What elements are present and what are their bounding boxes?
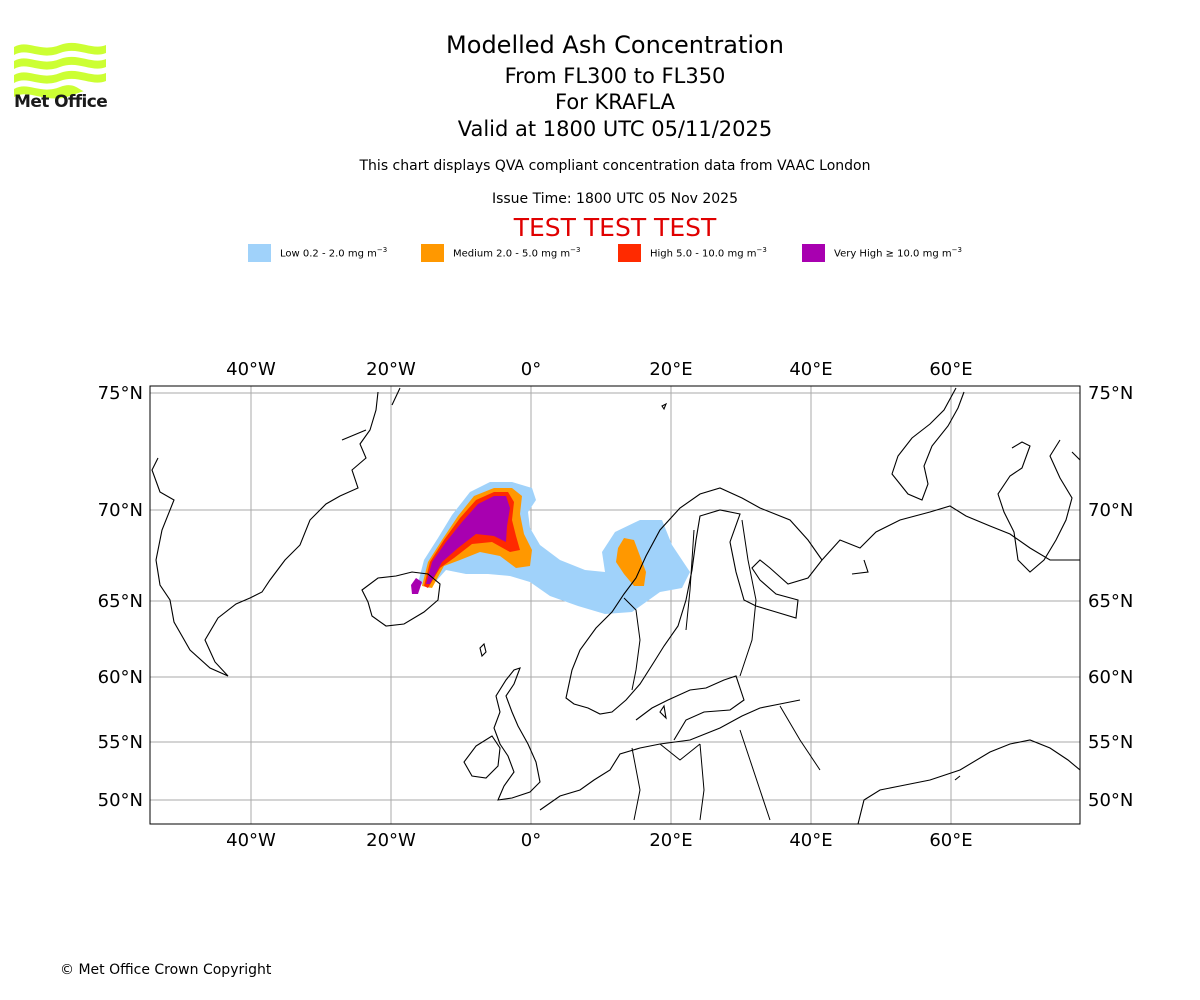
coastline-russia-north xyxy=(821,505,1080,575)
lat-label: 55°N xyxy=(98,732,143,753)
lon-labels-top: 40°W 20°W 0° 20°E 40°E 60°E xyxy=(226,359,972,380)
valid-time: Valid at 1800 UTC 05/11/2025 xyxy=(457,117,773,141)
legend-label-very-high: Very High ≥ 10.0 mg m xyxy=(834,248,952,260)
coastline-faroe xyxy=(479,642,487,658)
coastline-scandinavia xyxy=(565,487,823,715)
lon-label: 20°E xyxy=(649,830,692,851)
test-banner: TEST TEST TEST xyxy=(513,213,717,242)
lat-labels-left: 75°N 70°N 65°N 60°N 55°N 50°N xyxy=(98,383,143,811)
lon-label: 60°E xyxy=(929,830,972,851)
lat-label: 70°N xyxy=(1088,500,1133,521)
lon-label: 40°E xyxy=(789,830,832,851)
legend-label-medium: Medium 2.0 - 5.0 mg m xyxy=(453,248,571,260)
lon-label: 0° xyxy=(521,830,541,851)
coastlines xyxy=(151,387,1080,824)
lat-label: 60°N xyxy=(98,667,143,688)
ash-cloud xyxy=(411,482,690,614)
lon-label: 40°E xyxy=(789,359,832,380)
coastline-baltic xyxy=(635,675,745,741)
coastline-great-britain xyxy=(493,667,541,801)
lon-label: 40°W xyxy=(226,359,276,380)
coastline-svalbard xyxy=(661,402,668,411)
lon-label: 20°W xyxy=(366,830,416,851)
lat-label: 75°N xyxy=(98,383,143,404)
coastline-iceland xyxy=(361,571,441,627)
lon-labels-bottom: 40°W 20°W 0° 20°E 40°E 60°E xyxy=(226,830,972,851)
map-area xyxy=(150,386,1080,824)
chart-description: This chart displays QVA compliant concen… xyxy=(359,158,871,174)
coastline-yamal xyxy=(997,439,1080,573)
legend-swatch-medium xyxy=(421,244,444,262)
volcano-name: For KRAFLA xyxy=(555,90,675,114)
lon-label: 0° xyxy=(521,359,541,380)
lat-label: 65°N xyxy=(98,591,143,612)
lon-label: 60°E xyxy=(929,359,972,380)
lat-label: 50°N xyxy=(1088,790,1133,811)
lat-label: 55°N xyxy=(1088,732,1133,753)
lat-label: 60°N xyxy=(1088,667,1133,688)
border-sweden-finland xyxy=(685,529,695,631)
legend-label-low: Low 0.2 - 2.0 mg m xyxy=(280,248,377,260)
copyright-notice: © Met Office Crown Copyright xyxy=(60,962,272,978)
flight-level-range: From FL300 to FL350 xyxy=(504,64,726,88)
legend-swatch-high xyxy=(618,244,641,262)
chart-title: Modelled Ash Concentration xyxy=(446,31,784,59)
issue-time: Issue Time: 1800 UTC 05 Nov 2025 xyxy=(491,191,739,207)
ash-area-very-high xyxy=(426,496,510,584)
country-borders xyxy=(623,519,821,821)
lon-label: 20°E xyxy=(649,359,692,380)
met-office-logo-icon xyxy=(14,42,106,99)
map-frame xyxy=(149,385,1081,825)
border-finland-russia xyxy=(739,519,757,677)
lat-labels-right: 75°N 70°N 65°N 60°N 55°N 50°N xyxy=(1088,383,1133,811)
border-norway-sweden xyxy=(623,597,641,691)
lat-label: 50°N xyxy=(98,790,143,811)
lat-label: 70°N xyxy=(98,500,143,521)
border-central-europe xyxy=(631,705,821,821)
lon-label: 20°W xyxy=(366,359,416,380)
legend-label-high: High 5.0 - 10.0 mg m xyxy=(650,248,757,260)
coastline-novaya-zemlya xyxy=(891,387,965,501)
lat-label: 65°N xyxy=(1088,591,1133,612)
coastline-europe xyxy=(539,699,1080,824)
lon-label: 40°W xyxy=(226,830,276,851)
ash-area-very-high-source xyxy=(411,578,422,594)
legend-swatch-low xyxy=(248,244,271,262)
logo-text: Met Office xyxy=(14,92,108,112)
coastline-ireland xyxy=(463,735,501,779)
legend-swatch-very-high xyxy=(802,244,825,262)
coastline-greenland xyxy=(151,387,401,677)
ash-area-medium-norway xyxy=(616,538,646,586)
lat-label: 75°N xyxy=(1088,383,1133,404)
